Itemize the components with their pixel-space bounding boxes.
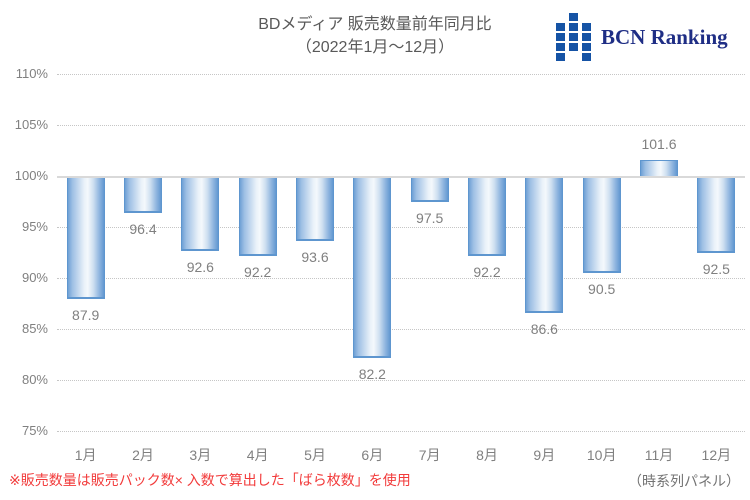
x-tick-11月: 11月 xyxy=(644,447,674,463)
logo-square xyxy=(556,33,565,41)
value-label-12月: 92.5 xyxy=(702,260,730,277)
gridline-85 xyxy=(57,329,745,330)
value-label-6月: 82.2 xyxy=(358,365,386,382)
y-tick-80: 80% xyxy=(21,372,48,387)
bar-11月 xyxy=(640,159,678,176)
x-tick-8月: 8月 xyxy=(476,447,498,463)
value-label-8月: 92.2 xyxy=(473,263,501,280)
value-label-5月: 93.6 xyxy=(301,249,329,266)
gridline-95 xyxy=(57,227,745,228)
chart-title: BDメディア 販売数量前年同月比 （2022年1月～12月） xyxy=(0,13,750,59)
x-tick-3月: 3月 xyxy=(189,447,212,463)
logo-square xyxy=(556,23,565,31)
value-label-2月: 96.4 xyxy=(129,220,157,237)
value-label-9月: 86.6 xyxy=(530,320,558,337)
logo-square xyxy=(582,53,591,61)
chart-title-line2: （2022年1月～12月） xyxy=(295,39,455,56)
y-tick-75: 75% xyxy=(21,423,48,438)
gridline-110 xyxy=(57,74,745,75)
logo-square xyxy=(569,33,578,41)
x-tick-4月: 4月 xyxy=(246,447,269,463)
logo-square xyxy=(569,13,578,21)
chart-title-line1: BDメディア 販売数量前年同月比 xyxy=(258,16,492,33)
bcn-squares-icon xyxy=(556,13,591,61)
logo-square-empty xyxy=(556,13,565,21)
panel-source-label: （時系列パネル） xyxy=(628,473,740,489)
x-tick-12月: 12月 xyxy=(701,447,732,463)
x-tick-2月: 2月 xyxy=(132,447,154,463)
logo-square-empty xyxy=(582,13,591,21)
value-label-11月: 101.6 xyxy=(641,135,677,152)
x-tick-7月: 7月 xyxy=(418,447,441,463)
bar-5月 xyxy=(296,178,334,242)
x-tick-5月: 5月 xyxy=(304,447,326,463)
bar-12月 xyxy=(697,178,736,253)
logo-square xyxy=(582,33,591,41)
baseline-gridline xyxy=(57,176,745,178)
footnote: ※販売数量は販売パック数× 入数で算出した「ばら枚数」を使用 xyxy=(9,472,411,488)
bar-2月 xyxy=(124,178,162,213)
gridline-90 xyxy=(57,278,745,279)
value-label-7月: 97.5 xyxy=(416,209,444,226)
x-tick-6月: 6月 xyxy=(361,447,384,463)
bar-10月 xyxy=(582,178,621,273)
x-tick-1月: 1月 xyxy=(74,447,97,463)
bar-1月 xyxy=(66,178,105,300)
logo-square xyxy=(556,43,565,51)
value-label-10月: 90.5 xyxy=(588,280,616,297)
logo-square xyxy=(556,53,565,61)
logo-square xyxy=(569,43,578,51)
bar-7月 xyxy=(410,178,449,202)
value-label-3月: 92.6 xyxy=(186,259,214,276)
chart: 87.9 1月 96.4 2月 92.6 3月 92.2 4月 93.6 5月 82.2 6月 97.5… xyxy=(0,66,750,464)
bar-8月 xyxy=(468,178,506,256)
y-tick-110: 110% xyxy=(15,66,48,81)
bar-4月 xyxy=(238,178,277,256)
y-tick-90: 90% xyxy=(21,270,48,285)
bar-9月 xyxy=(525,178,564,313)
x-tick-10月: 10月 xyxy=(586,447,617,463)
bcn-ranking-logo-text: BCN Ranking xyxy=(601,24,728,49)
logo-square xyxy=(582,43,591,51)
bar-6月 xyxy=(353,178,392,358)
y-tick-100: 100% xyxy=(14,168,48,183)
gridline-75 xyxy=(57,431,745,432)
logo-square xyxy=(569,23,578,31)
y-tick-85: 85% xyxy=(21,321,48,336)
logo-square-empty xyxy=(569,53,578,61)
x-tick-9月: 9月 xyxy=(533,447,556,463)
gridline-105 xyxy=(57,125,745,126)
bcn-ranking-logo: BCN Ranking xyxy=(556,13,728,61)
gridline-80 xyxy=(57,380,745,381)
plot-area: 87.9 1月 96.4 2月 92.6 3月 92.2 4月 93.6 5月 82.2 6月 97.5… xyxy=(57,74,745,463)
y-tick-105: 105% xyxy=(14,117,48,132)
y-tick-95: 95% xyxy=(21,219,48,234)
value-label-1月: 87.9 xyxy=(72,307,100,324)
logo-square xyxy=(582,23,591,31)
value-label-4月: 92.2 xyxy=(244,263,272,280)
bar-3月 xyxy=(181,178,220,252)
